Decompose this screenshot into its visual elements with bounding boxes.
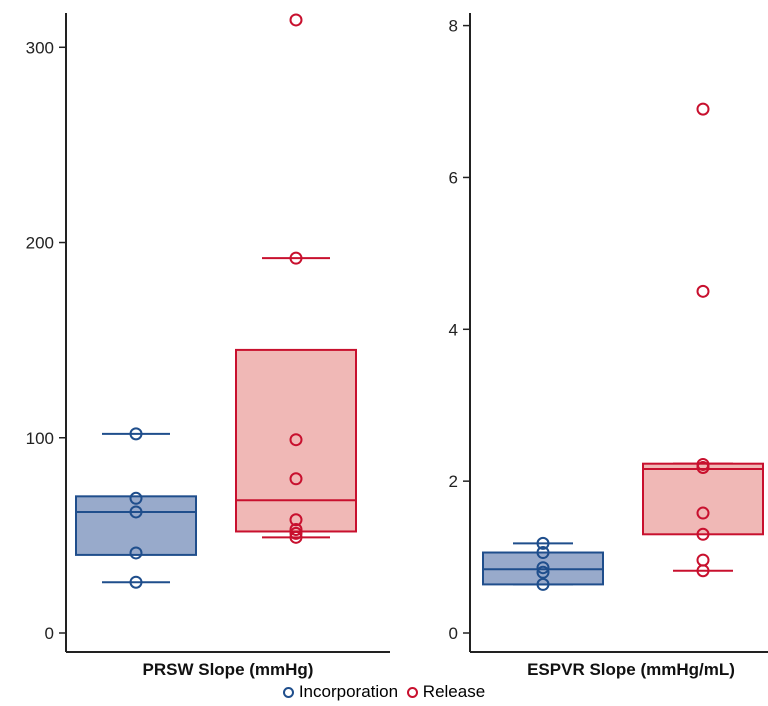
data-point-release [289, 513, 303, 527]
legend-item-incorporation: Incorporation [282, 682, 399, 702]
legend-marker-circle-icon [282, 686, 294, 698]
data-point-release [696, 457, 710, 471]
y-tick-label: 200 [26, 234, 54, 253]
data-point-incorporation [536, 565, 550, 579]
data-point-release [696, 284, 710, 298]
legend-item-release: Release [406, 682, 486, 702]
y-tick-label: 100 [26, 429, 54, 448]
y-tick-label: 0 [449, 624, 458, 643]
data-point-incorporation [536, 577, 550, 591]
y-tick-label: 8 [449, 17, 458, 36]
box-incorporation [75, 495, 197, 556]
y-tick-label: 2 [449, 472, 458, 491]
legend: Incorporation Release [0, 682, 768, 703]
data-point-incorporation [536, 546, 550, 560]
data-point-incorporation [129, 575, 143, 589]
data-point-release [289, 13, 303, 27]
data-point-release [289, 530, 303, 544]
data-point-release [289, 472, 303, 486]
data-point-incorporation [129, 427, 143, 441]
data-point-incorporation [129, 505, 143, 519]
legend-marker-circle-icon [406, 686, 418, 698]
y-tick-label: 0 [45, 624, 54, 643]
data-point-incorporation [536, 536, 550, 550]
y-tick-label: 300 [26, 38, 54, 57]
data-point-release [696, 553, 710, 567]
data-point-release [696, 102, 710, 116]
data-point-release [696, 506, 710, 520]
y-tick-label: 6 [449, 168, 458, 187]
data-point-incorporation [129, 491, 143, 505]
legend-label: Release [422, 682, 486, 701]
data-point-incorporation [536, 561, 550, 575]
box-release [235, 348, 357, 533]
data-point-release [289, 251, 303, 265]
y-tick-label: 4 [449, 320, 458, 339]
data-point-incorporation [129, 546, 143, 560]
data-point-release [289, 433, 303, 447]
data-point-release [696, 527, 710, 541]
data-point-release [289, 526, 303, 540]
x-axis-title: ESPVR Slope (mmHg/mL) [527, 660, 735, 679]
box-release [642, 462, 764, 536]
x-axis-title: PRSW Slope (mmHg) [143, 660, 314, 679]
data-point-release [289, 523, 303, 537]
legend-label: Incorporation [298, 682, 399, 701]
